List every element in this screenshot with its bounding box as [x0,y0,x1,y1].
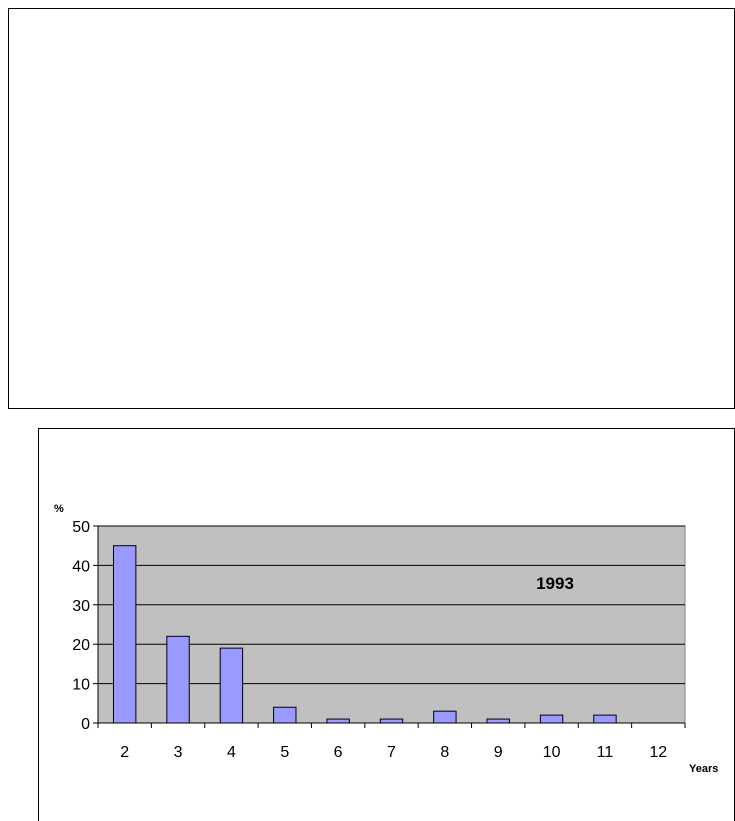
bar [273,706,297,724]
bar [112,545,137,724]
x-tick-label: 12 [649,744,667,761]
bar [486,718,510,724]
y-tick-label: 40 [72,558,90,575]
x-axis-label: Years [689,763,718,775]
y-tick-label: 10 [72,677,90,694]
chart-frame-1991 [8,8,735,409]
y-tick-label: 20 [72,637,90,654]
bar [379,718,404,724]
chart-title: 1993 [536,574,574,593]
x-tick-label: 4 [227,744,236,761]
x-tick-label: 11 [597,744,614,761]
x-tick-label: 2 [120,744,129,761]
y-tick-label: 0 [81,716,90,733]
bar [433,710,457,724]
y-axis-label: % [54,503,64,515]
x-tick-label: 5 [280,744,289,761]
y-tick-label: 50 [72,519,90,536]
bar [593,714,617,724]
y-tick-label: 30 [72,598,90,615]
bar [539,714,564,724]
plot-area [97,525,686,724]
x-tick-label: 3 [174,744,183,761]
x-tick-label: 8 [440,744,449,761]
x-tick-label: 7 [387,744,396,761]
x-tick-label: 9 [494,744,503,761]
x-tick-label: 6 [334,744,343,761]
bar [326,718,350,724]
bar [219,647,244,724]
bar [166,635,190,724]
x-tick-label: 10 [543,744,561,761]
